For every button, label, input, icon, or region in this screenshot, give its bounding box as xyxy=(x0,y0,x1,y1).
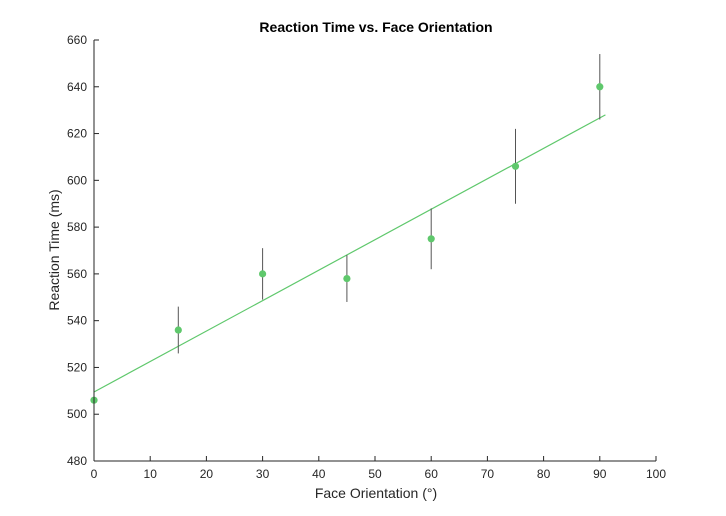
y-tick-label: 480 xyxy=(67,454,87,468)
x-tick-label: 100 xyxy=(646,467,666,481)
x-axis: 0 10 20 30 40 50 60 70 80 90 100 xyxy=(91,456,666,481)
y-tick-label: 520 xyxy=(67,360,87,374)
y-tick-label: 620 xyxy=(67,127,87,141)
x-axis-label: Face Orientation (°) xyxy=(315,485,437,501)
x-tick-label: 20 xyxy=(200,467,214,481)
data-point-layer xyxy=(90,83,604,404)
data-point xyxy=(427,235,435,243)
x-tick-label: 90 xyxy=(593,467,607,481)
x-tick-label: 60 xyxy=(425,467,439,481)
y-tick-label: 640 xyxy=(67,80,87,94)
x-tick-label: 0 xyxy=(91,467,98,481)
y-tick-label: 660 xyxy=(67,33,87,47)
y-tick-label: 540 xyxy=(67,314,87,328)
data-point xyxy=(174,326,182,334)
x-tick-label: 80 xyxy=(537,467,551,481)
data-point xyxy=(343,274,351,283)
chart-title: Reaction Time vs. Face Orientation xyxy=(259,19,492,35)
y-tick-label: 500 xyxy=(67,407,87,421)
x-tick-label: 50 xyxy=(368,467,382,481)
y-axis-label: Reaction Time (ms) xyxy=(46,189,62,310)
y-tick-label: 600 xyxy=(67,173,87,187)
x-tick-label: 40 xyxy=(312,467,326,481)
y-tick-label: 560 xyxy=(67,267,87,281)
x-tick-label: 30 xyxy=(256,467,270,481)
fit-line xyxy=(93,114,606,393)
y-tick-label: 580 xyxy=(67,220,87,234)
fit-line-layer xyxy=(93,114,606,393)
data-point xyxy=(259,270,267,278)
x-tick-label: 10 xyxy=(144,467,158,481)
error-bar-layer xyxy=(177,54,601,354)
data-point xyxy=(596,83,604,91)
y-axis: 480 500 520 540 560 580 600 620 640 660 xyxy=(67,33,99,468)
x-tick-label: 70 xyxy=(481,467,495,481)
data-point xyxy=(511,162,520,170)
